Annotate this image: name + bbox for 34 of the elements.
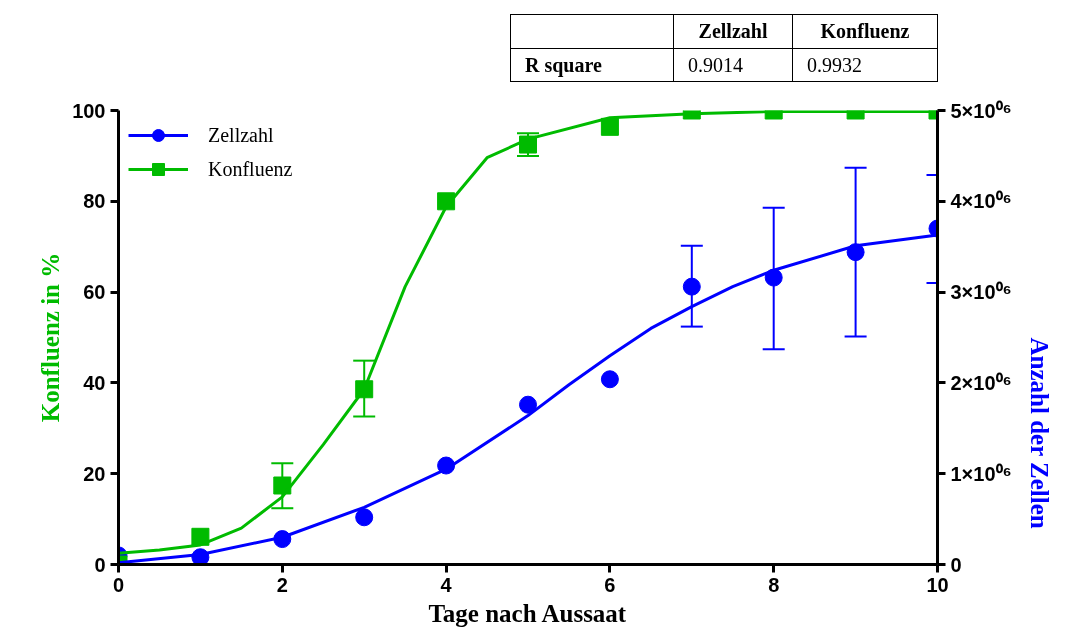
x-tick-label: 6 xyxy=(604,573,616,596)
y-tick-label: 100 xyxy=(72,99,106,122)
legend-label: Konfluenz xyxy=(208,157,293,181)
x-tick-label: 8 xyxy=(768,573,780,596)
x-tick-label: 2 xyxy=(276,573,288,596)
point xyxy=(519,395,537,414)
y2-axis-title: Anzahl der Zellen xyxy=(1026,337,1054,529)
y-tick-label: 80 xyxy=(83,190,106,213)
x-tick-label: 4 xyxy=(440,573,453,596)
text: Konfluenz xyxy=(792,14,938,49)
y-tick-label: 20 xyxy=(83,462,106,485)
point xyxy=(682,277,701,296)
x-axis-title: Tage nach Aussaat xyxy=(428,599,627,627)
y2-tick-label: 0 xyxy=(950,553,962,576)
x-tick-label: 10 xyxy=(926,573,949,596)
y2-tick-label: 5×10⁰⁶ xyxy=(950,99,1012,122)
point xyxy=(355,508,374,527)
y-tick-label: 0 xyxy=(94,553,106,576)
legend-label: Zellzahl xyxy=(208,123,274,147)
y2-tick-label: 3×10⁰⁶ xyxy=(950,281,1012,304)
text: 0.9014 xyxy=(673,48,793,82)
y-tick-label: 60 xyxy=(83,281,106,304)
x-tick-label: 0 xyxy=(112,573,125,596)
y2-tick-label: 2×10⁰⁶ xyxy=(950,371,1012,394)
point xyxy=(273,476,292,495)
text: Zellzahl xyxy=(673,14,793,49)
text: R square xyxy=(510,48,674,82)
y2-tick-label: 4×10⁰⁶ xyxy=(950,190,1012,213)
text: 0.9932 xyxy=(792,48,938,82)
y-axis-title: Konfluenz in % xyxy=(37,252,65,423)
point xyxy=(600,370,619,389)
point xyxy=(191,527,210,546)
y2-tick-label: 1×10⁰⁶ xyxy=(950,462,1012,485)
y-tick-label: 40 xyxy=(83,371,106,394)
